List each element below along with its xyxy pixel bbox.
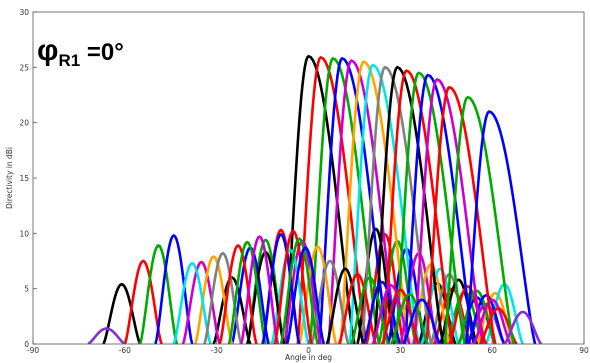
beam-series-17: [87, 310, 543, 344]
main-lobe-2: [296, 55, 368, 344]
main-lobe-12: [403, 73, 476, 344]
phi-subscript: R1: [58, 51, 80, 70]
side-lobe-17-2: [503, 310, 543, 344]
y-tick-label: 30: [19, 8, 29, 17]
x-tick-label: 30: [396, 346, 406, 355]
x-tick-label: -90: [27, 346, 39, 355]
side-lobe-13-2: [371, 283, 411, 344]
side-lobe-15-1: [279, 237, 319, 344]
side-lobe-14-1: [273, 229, 313, 344]
side-lobe-4-1: [154, 233, 194, 344]
side-lobe-10-1: [218, 243, 258, 344]
side-lobe-5-1: [181, 260, 221, 344]
y-tick-label: 0: [24, 340, 29, 349]
beam-series-15: [279, 95, 515, 344]
side-lobe-2-1: [123, 259, 163, 344]
x-tick-label: 90: [579, 346, 589, 355]
side-lobe-1-1: [102, 282, 142, 344]
beam-series-16: [285, 110, 537, 344]
x-tick-label: 60: [487, 346, 497, 355]
phi-r1-annotation: φR1 =0°: [37, 34, 124, 70]
side-lobe-12-3: [466, 293, 506, 344]
y-tick-label: 10: [19, 229, 29, 238]
x-axis-label: Angle in deg: [285, 353, 332, 362]
phi-value: =0°: [80, 39, 124, 66]
side-lobe-11-1: [227, 240, 267, 344]
beam-series-12: [261, 73, 506, 344]
x-tick-label: -60: [119, 346, 131, 355]
plot-layer: [87, 54, 543, 344]
side-lobe-14-2: [380, 288, 420, 344]
side-lobe-15-2: [389, 292, 430, 344]
main-lobe-8: [360, 65, 433, 344]
side-lobe-16-2: [402, 298, 442, 344]
main-lobe-16: [464, 110, 537, 344]
side-lobe-16-1: [285, 246, 326, 344]
y-tick-label: 20: [19, 119, 29, 128]
side-lobe-13-1: [239, 235, 280, 344]
beam-series-11: [227, 71, 497, 344]
y-tick-label: 15: [19, 174, 29, 183]
main-lobe-15: [443, 95, 515, 344]
ticks-layer: -90 -60 -30 0 30 60 90 0 5 10 15 20 25 30: [19, 8, 589, 355]
main-lobe-13: [412, 78, 485, 344]
main-lobe-14: [425, 85, 497, 344]
side-lobe-1-3: [356, 227, 396, 344]
side-lobe-11-2: [350, 276, 390, 344]
x-tick-label: -30: [211, 346, 223, 355]
beam-series-13: [239, 78, 512, 344]
main-lobe-11: [394, 71, 466, 344]
main-lobe-10: [382, 69, 454, 344]
main-lobe-3: [308, 56, 381, 344]
side-lobe-12-2: [362, 280, 402, 344]
main-lobe-1: [284, 54, 356, 344]
main-lobe-9: [373, 65, 445, 344]
y-tick-label: 5: [24, 285, 29, 294]
side-lobe-3-1: [138, 243, 179, 344]
y-tick-label: 25: [19, 63, 29, 72]
side-lobe-7-1: [172, 261, 212, 344]
side-lobe-17-1: [87, 327, 126, 344]
y-axis-label: Directivity in dBi: [5, 147, 14, 209]
x-tick-label: 0: [306, 346, 311, 355]
phi-symbol: φ: [37, 34, 58, 67]
main-lobe-4: [317, 56, 390, 344]
main-lobe-6: [339, 60, 411, 344]
